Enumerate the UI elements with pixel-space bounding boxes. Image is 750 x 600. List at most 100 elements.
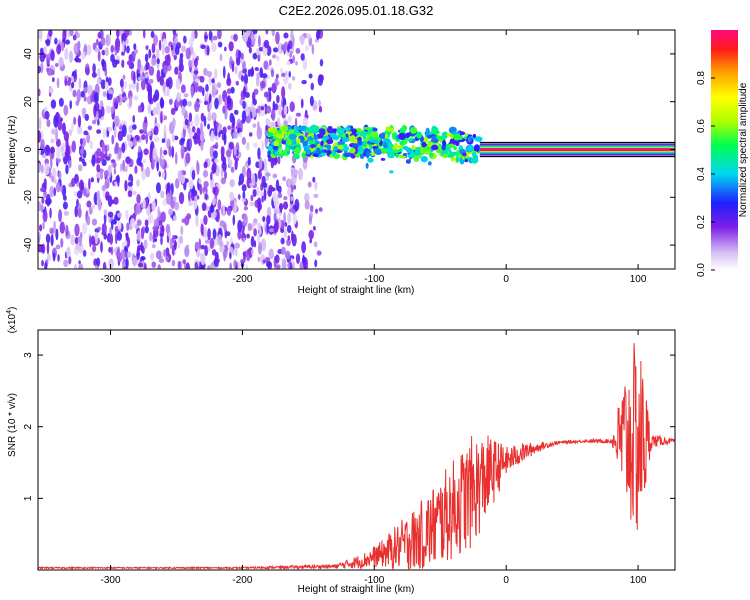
spectrogram-cell: [160, 225, 165, 233]
spectrogram-cell: [117, 220, 122, 231]
snr-y-multiplier: (x104): [6, 307, 18, 334]
spectrogram-cell: [313, 241, 318, 248]
spectrogram-cell: [62, 122, 66, 135]
spectrogram-cell: [163, 149, 168, 156]
spectrogram-cell: [38, 245, 43, 253]
spectrogram-cell: [127, 190, 133, 198]
spectrogram-cell: [239, 97, 244, 106]
spectrogram-cell: [281, 258, 287, 269]
spectrogram-cell: [77, 207, 82, 218]
spectrogram-cell: [128, 140, 134, 148]
spectrogram-cell: [136, 179, 140, 187]
spectrogram-cell: [144, 219, 149, 227]
spectrogram-cell: [45, 233, 51, 244]
spectrogram-cell: [246, 141, 250, 151]
spectrogram-cell: [41, 154, 47, 159]
spectrogram-cell: [86, 200, 92, 208]
spectrogram-cell: [101, 58, 105, 67]
spectrogram-cell: [214, 158, 219, 164]
spectrogram-cell: [247, 156, 251, 166]
spectrogram-cell: [63, 104, 69, 116]
spectrogram-cell: [134, 165, 138, 174]
spectrogram-cell: [214, 130, 218, 137]
spectrogram-cell: [94, 47, 100, 53]
spectrogram-cell: [44, 163, 50, 176]
spectrogram-cell: [96, 157, 101, 164]
spectrogram-cell: [226, 88, 232, 95]
spectrogram-cell: [194, 100, 200, 113]
spectrogram-cell: [224, 97, 228, 110]
spectrogram-cell: [266, 132, 274, 137]
spectrogram-cell: [188, 112, 193, 123]
spectrogram-cell: [173, 196, 177, 203]
spectrogram-cell: [185, 152, 191, 164]
spectrogram-cell: [145, 166, 151, 178]
spectrogram-cell: [355, 127, 363, 133]
spectrogram-cell: [410, 126, 418, 134]
spectrogram-cell: [263, 60, 269, 70]
spectrogram-cell: [149, 231, 153, 242]
spectrogram-cell: [180, 137, 186, 143]
spectrogram-cell: [136, 219, 142, 226]
spectrogram-cell: [162, 199, 167, 206]
spectrogram-cell: [230, 166, 235, 173]
spectrogram-cell: [94, 102, 100, 112]
spectrogram-cell: [276, 55, 280, 62]
spectrogram-cell: [257, 147, 261, 160]
spectrogram-cell: [277, 155, 281, 165]
spectrogram-cell: [384, 133, 388, 140]
spectrogram-cell: [151, 261, 157, 268]
spectrogram-cell: [132, 257, 138, 267]
spectrogram-cell: [159, 147, 163, 158]
spectrogram-cell: [191, 125, 196, 133]
spectrogram-cell: [147, 131, 152, 137]
spectrogram-cell: [180, 174, 186, 185]
spectrogram-cell: [210, 171, 213, 181]
spectrogram-cell: [215, 121, 219, 128]
spectrogram-cell: [258, 156, 263, 170]
spectrogram-cell: [186, 213, 192, 220]
spectrogram-cell: [86, 44, 92, 56]
spectrogram-cell: [411, 145, 416, 150]
spectrogram-cell: [393, 142, 399, 150]
snr-series-line: [38, 343, 675, 570]
spectrogram-cell: [293, 177, 297, 184]
spectrogram-cell: [217, 234, 223, 246]
spectrogram-cell: [96, 163, 101, 173]
spectrogram-cell: [421, 141, 427, 148]
spectrogram-cell: [153, 125, 159, 136]
spectrogram-cell: [126, 45, 130, 54]
spectrogram-cell: [100, 36, 106, 46]
spectrogram-cell: [464, 132, 469, 137]
spectrogram-cell: [260, 105, 265, 111]
spectrogram-cell: [233, 145, 237, 157]
spectrogram-cell: [180, 45, 187, 53]
spectrogram-cell: [292, 209, 296, 215]
spectrogram-cell: [262, 259, 266, 264]
spectrogram-cell: [228, 41, 234, 52]
spectrogram-cell: [251, 66, 254, 77]
snr-plot: -300 -200 -100 0 100 1 2 3 Height of straight …: [6, 307, 676, 595]
spectrogram-cell: [90, 177, 95, 183]
spectrogram-cell: [259, 80, 266, 89]
spectrogram-cell: [152, 107, 158, 116]
spectrogram-cell: [302, 254, 305, 264]
spectrogram-cell: [229, 179, 235, 188]
spectrogram-cell: [284, 250, 291, 260]
spectrogram-cell: [79, 179, 84, 192]
spectrogram-cell: [156, 69, 161, 83]
spectrogram-cell: [211, 163, 216, 175]
spectrogram-cell: [287, 82, 292, 90]
spectrogram-cell: [262, 45, 268, 57]
spectrogram-cell: [262, 215, 266, 222]
spectrogram-cell: [237, 193, 241, 200]
spectrogram-cell: [265, 172, 271, 177]
spectrogram-cell: [74, 223, 80, 237]
spectrogram-cell: [223, 244, 229, 252]
spectrogram-cell: [268, 90, 272, 102]
spectrogram-cell: [241, 198, 246, 203]
snr-x-ticks: -300 -200 -100 0 100: [101, 330, 647, 586]
spectrogram-cell: [407, 138, 414, 142]
spectrogram-cell: [199, 184, 203, 195]
spectrogram-cell: [312, 125, 320, 134]
